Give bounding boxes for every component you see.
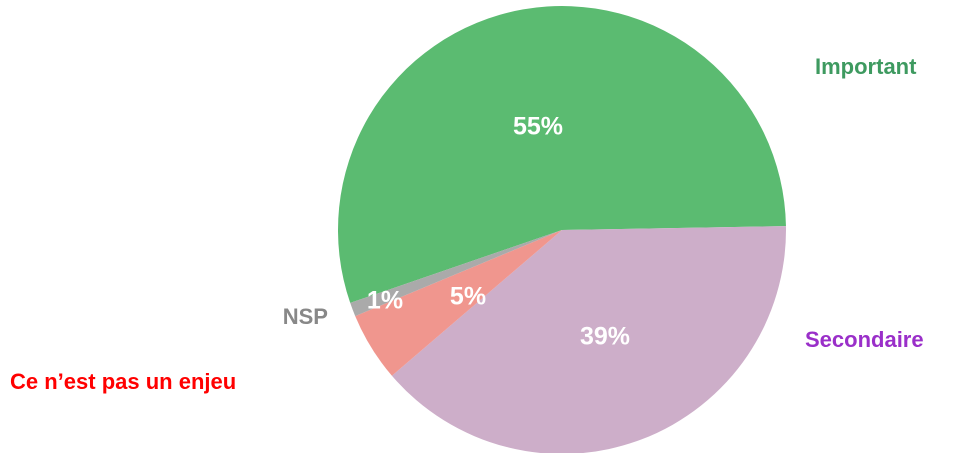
category-label: Ce n’est pas un enjeu [10,369,236,394]
value-label: 1% [367,287,403,315]
value-label: 39% [580,323,630,351]
category-label: Secondaire [805,327,924,352]
pie-slice [355,230,562,376]
value-label: 5% [450,283,486,311]
category-label: NSP [283,304,328,329]
pie-slice [391,226,786,453]
pie-slice [338,6,786,303]
category-label: Important [815,54,917,79]
pie-slice [350,230,562,317]
value-label: 55% [513,113,563,141]
